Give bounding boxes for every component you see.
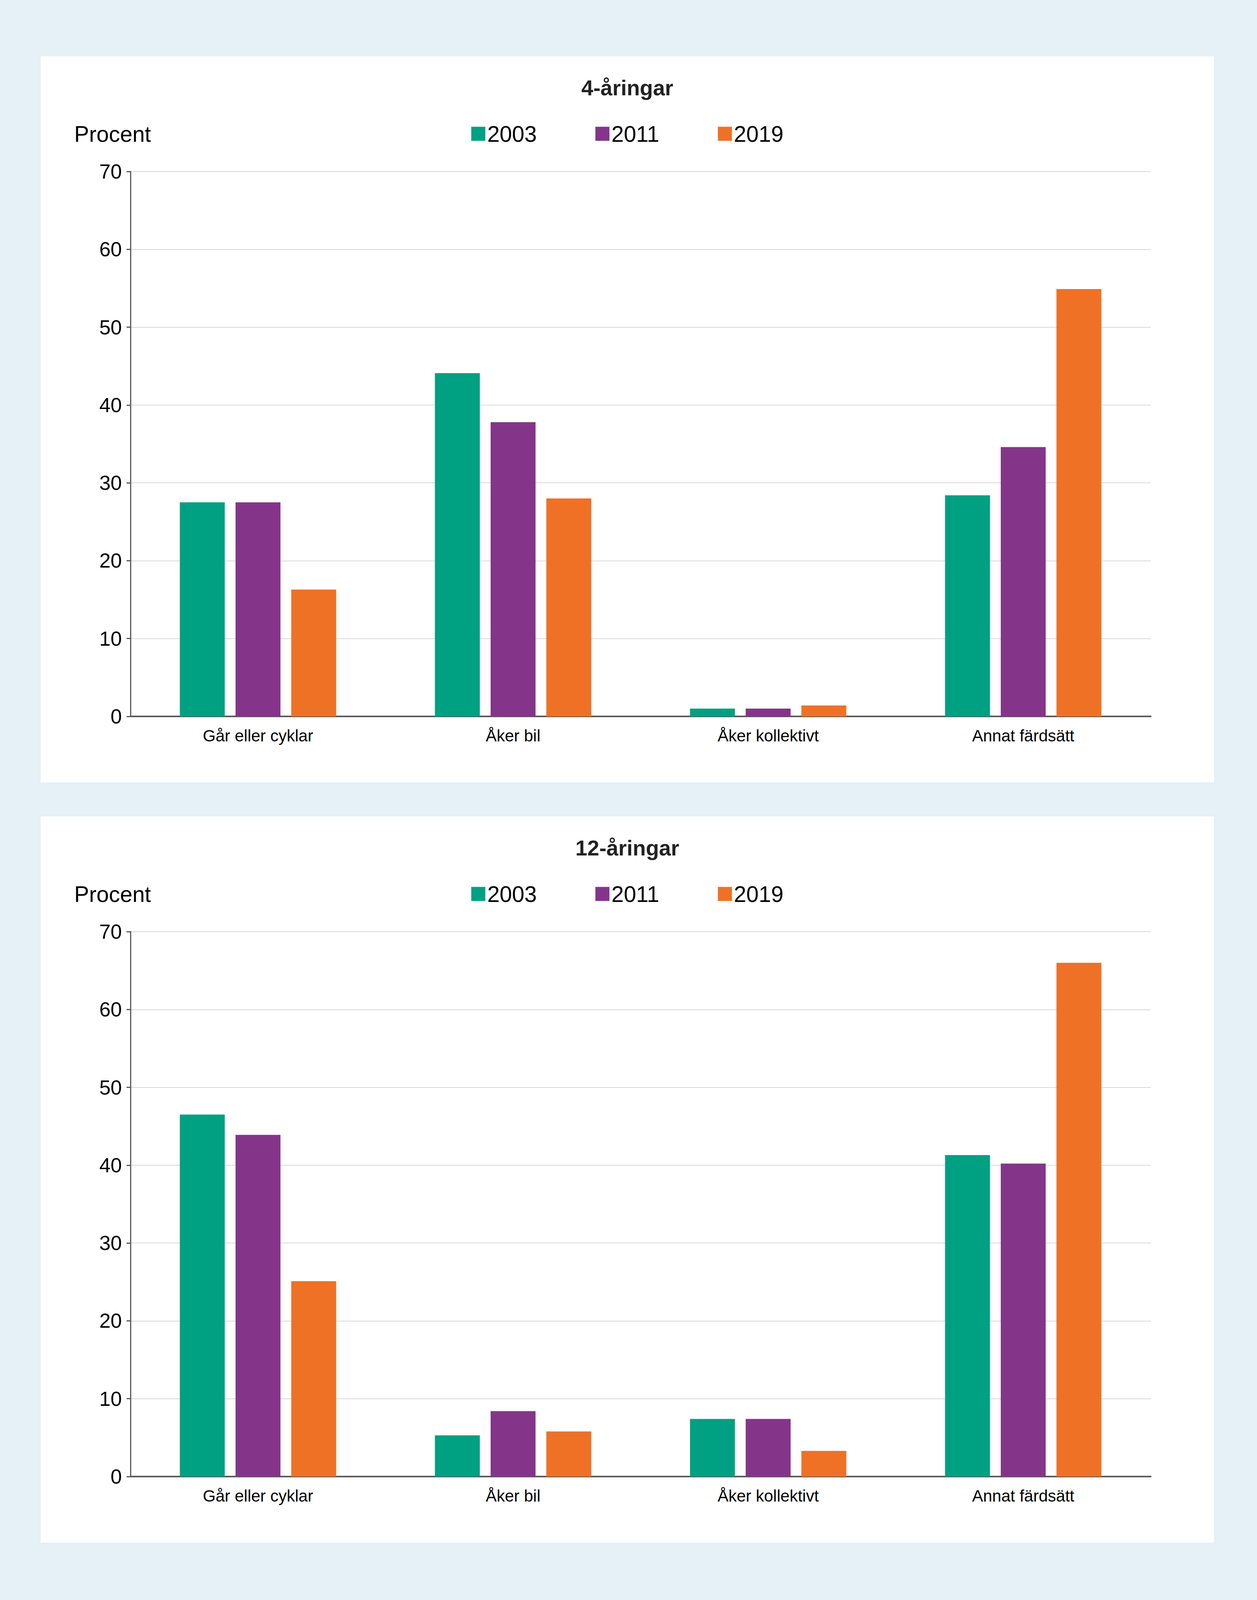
svg-text:10: 10: [99, 627, 122, 650]
svg-text:70: 70: [99, 160, 122, 183]
svg-text:Annat färdsätt: Annat färdsätt: [972, 726, 1075, 745]
svg-text:Åker kollektivt: Åker kollektivt: [717, 726, 819, 745]
svg-text:0: 0: [110, 1465, 122, 1488]
svg-text:0: 0: [110, 705, 122, 728]
svg-text:4-åringar: 4-åringar: [581, 75, 674, 100]
svg-text:2019: 2019: [733, 881, 784, 907]
svg-text:2003: 2003: [487, 121, 537, 147]
svg-text:Åker kollektivt: Åker kollektivt: [717, 1486, 819, 1506]
svg-text:Procent: Procent: [74, 121, 152, 147]
svg-text:10: 10: [99, 1387, 122, 1411]
svg-text:50: 50: [99, 316, 122, 339]
svg-text:Annat färdsätt: Annat färdsätt: [972, 1486, 1075, 1506]
svg-text:60: 60: [99, 237, 122, 261]
svg-text:20: 20: [99, 549, 122, 572]
svg-text:2011: 2011: [611, 881, 660, 907]
svg-text:2011: 2011: [611, 121, 660, 147]
svg-text:Går eller cyklar: Går eller cyklar: [202, 726, 313, 745]
svg-text:50: 50: [99, 1076, 122, 1099]
svg-text:70: 70: [99, 920, 122, 943]
svg-text:Åker bil: Åker bil: [485, 726, 541, 745]
svg-text:40: 40: [99, 393, 122, 417]
svg-text:40: 40: [99, 1153, 122, 1177]
svg-text:Går eller cyklar: Går eller cyklar: [202, 1486, 313, 1506]
svg-text:12-åringar: 12-åringar: [575, 835, 680, 861]
svg-text:30: 30: [99, 1231, 122, 1255]
svg-text:Åker bil: Åker bil: [485, 1486, 541, 1506]
svg-text:2003: 2003: [487, 881, 537, 907]
svg-text:2019: 2019: [733, 121, 784, 147]
svg-text:Procent: Procent: [74, 881, 152, 907]
svg-text:20: 20: [99, 1309, 122, 1332]
svg-text:30: 30: [99, 471, 122, 495]
svg-text:60: 60: [99, 998, 122, 1021]
